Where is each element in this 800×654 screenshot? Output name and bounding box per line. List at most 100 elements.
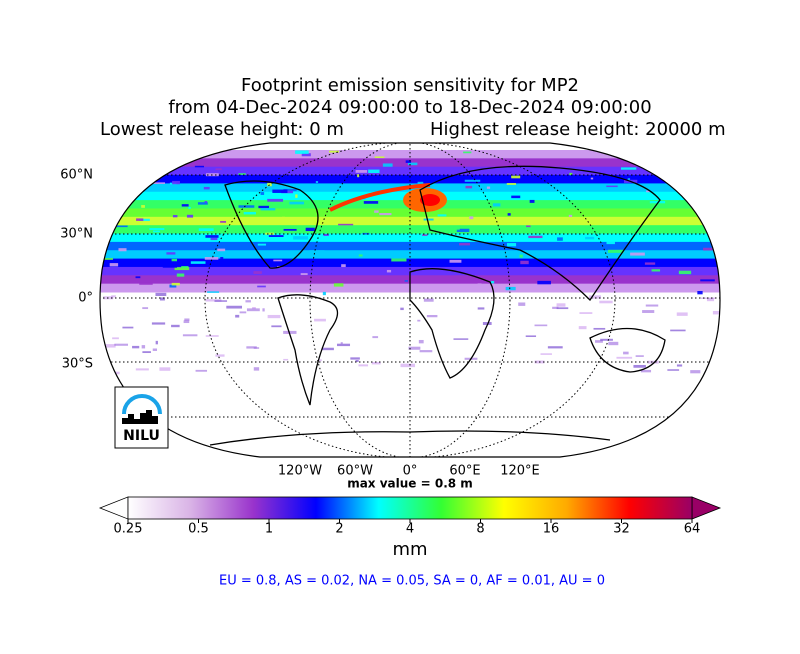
field-speck [607, 249, 624, 253]
plume [329, 183, 431, 212]
field-speck [300, 273, 308, 276]
field-speck [703, 247, 713, 251]
field-speck [588, 179, 604, 183]
field-speck [238, 173, 246, 175]
field-speck [453, 226, 460, 230]
field-speck [114, 371, 120, 375]
field-speck [482, 322, 492, 325]
field-speck [507, 213, 511, 216]
field-speck [606, 185, 618, 188]
lat-label: 30°N [60, 227, 93, 242]
field-speck [350, 357, 360, 360]
lat-label: 60°N [60, 168, 93, 183]
field-speck [152, 348, 158, 351]
field-speck [118, 248, 127, 252]
field-speck [153, 230, 160, 233]
colorbar-tick-label: 2 [335, 522, 343, 537]
field-speck [569, 172, 573, 176]
field-speck [579, 312, 593, 314]
graticule [100, 143, 720, 457]
field-speck [257, 285, 266, 288]
field-speck [265, 232, 274, 235]
colorbar-unit: mm [392, 539, 427, 560]
field-speck [215, 168, 222, 170]
field-speck [355, 170, 368, 173]
field-speck [520, 260, 529, 265]
lat-label: 0° [78, 291, 93, 306]
field-band [100, 225, 720, 235]
field-speck [680, 156, 687, 160]
field-speck [162, 265, 178, 268]
field-speck [246, 346, 257, 349]
field-speck [310, 226, 325, 230]
field-speck [645, 168, 661, 171]
field-speck [606, 241, 615, 245]
field-speck [267, 314, 281, 319]
field-speck [547, 346, 563, 349]
field-speck [328, 150, 340, 153]
field-speck [408, 346, 421, 350]
field-speck [253, 271, 262, 274]
field-speck [404, 280, 408, 282]
field-speck [294, 176, 298, 179]
field-speck [139, 282, 153, 285]
coastlines [209, 165, 666, 446]
field-speck [423, 218, 434, 221]
field-speck [506, 243, 517, 247]
field-speck [540, 353, 552, 355]
field-speck [423, 298, 434, 302]
field-speck [267, 182, 272, 187]
field-speck [245, 300, 251, 303]
field-speck [333, 283, 344, 287]
field-speck [338, 223, 354, 226]
field-speck [304, 201, 309, 205]
field-speck [198, 228, 214, 232]
field-speck [417, 181, 424, 186]
field-speck [176, 273, 185, 277]
field-speck [136, 218, 144, 221]
field-speck [268, 235, 284, 237]
field-band [100, 241, 720, 251]
colorbar-extend-low [98, 496, 129, 520]
field-speck [171, 324, 180, 328]
field-speck [315, 181, 319, 184]
field-speck [640, 369, 652, 373]
field-speck [371, 362, 381, 365]
field-speck [552, 306, 559, 309]
field-speck [226, 305, 243, 309]
field-speck [528, 235, 543, 239]
field-speck [358, 254, 363, 257]
field-speck [537, 280, 551, 285]
field-speck [557, 237, 563, 241]
lat-label: 30°S [62, 357, 93, 372]
field-speck [507, 229, 522, 232]
field-speck [426, 314, 438, 318]
field-speck [238, 205, 255, 208]
field-speck [293, 236, 309, 240]
field-speck [239, 311, 247, 314]
field-speck [235, 314, 240, 318]
field-speck [463, 151, 472, 154]
field-speck [252, 307, 256, 310]
field-speck [182, 334, 198, 337]
field-speck [260, 192, 265, 195]
field-speck [635, 355, 644, 357]
field-speck [139, 218, 150, 222]
field-speck [102, 258, 113, 260]
field-speck [374, 156, 385, 158]
field-speck [334, 169, 350, 173]
field-speck [283, 358, 289, 361]
field-speck [267, 198, 284, 202]
field-speck [341, 264, 346, 268]
field-speck [159, 297, 165, 301]
field-band [100, 233, 720, 243]
field-speck [599, 300, 613, 304]
field-speck [194, 165, 205, 168]
field-speck [358, 364, 369, 367]
field-speck [713, 353, 720, 357]
lon-label: 120°W [278, 464, 322, 479]
field-speck [321, 347, 334, 351]
title-line: Footprint emission sensitivity for MP2 [241, 75, 579, 96]
field-speck [149, 228, 165, 231]
